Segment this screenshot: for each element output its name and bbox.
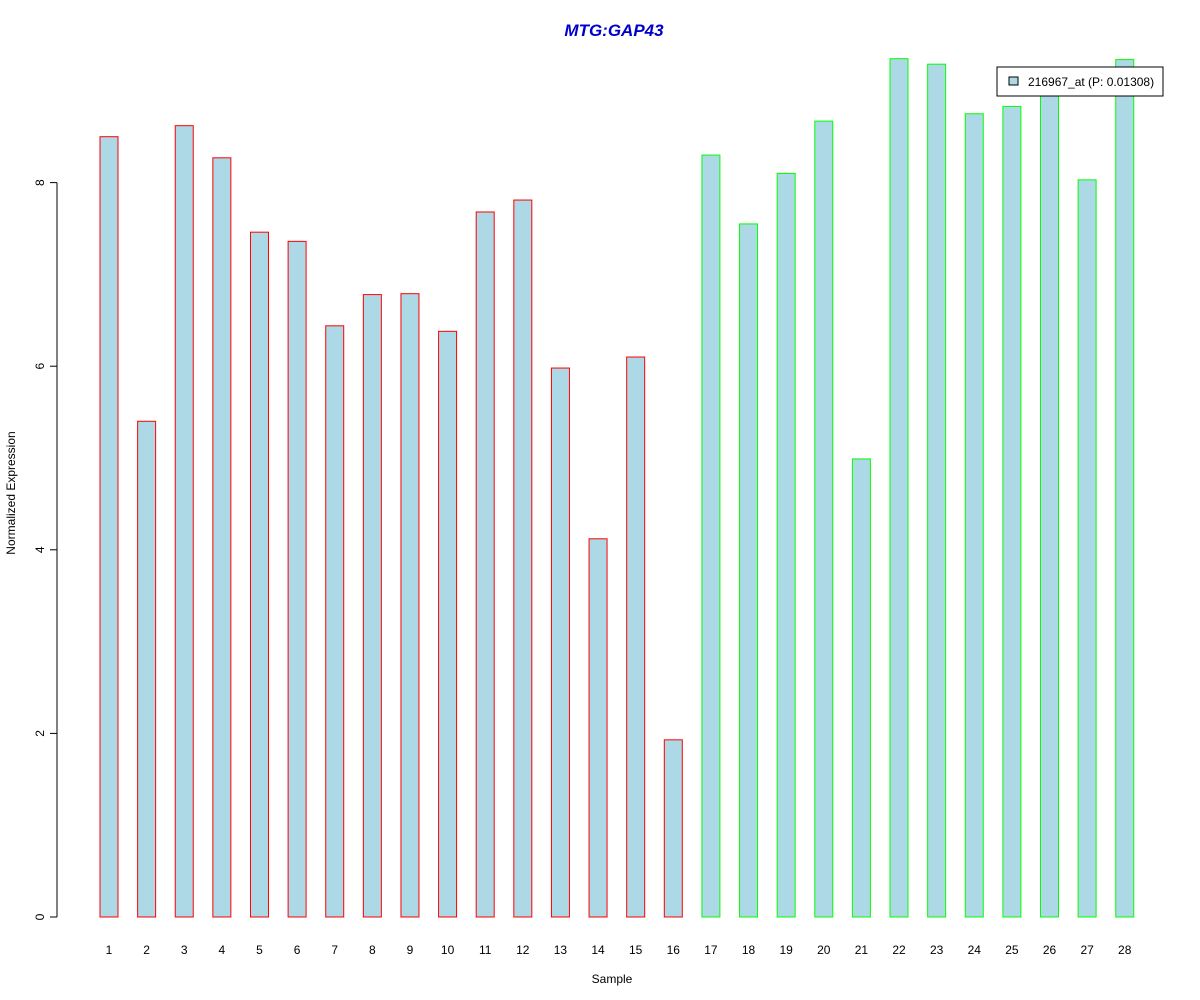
x-tick-label: 6 xyxy=(294,943,301,957)
y-tick-label: 4 xyxy=(33,546,47,553)
bar-sample-17 xyxy=(701,154,721,918)
x-tick-label: 4 xyxy=(219,943,226,957)
y-axis: 0 2 4 6 8 xyxy=(33,179,58,920)
x-tick-label: 10 xyxy=(441,943,455,957)
bar-sample-23 xyxy=(927,63,947,918)
bar-sample-10 xyxy=(438,330,458,918)
x-tick-label: 17 xyxy=(704,943,718,957)
bar-sample-15 xyxy=(626,356,646,918)
bar-sample-28 xyxy=(1115,59,1135,918)
bar-sample-1 xyxy=(99,136,119,918)
x-tick-label: 28 xyxy=(1118,943,1132,957)
bar-sample-27 xyxy=(1077,179,1097,918)
bar-sample-9 xyxy=(400,293,420,918)
x-tick-label: 1 xyxy=(106,943,113,957)
bar-sample-21 xyxy=(851,458,871,918)
x-tick-label: 9 xyxy=(407,943,414,957)
x-tick-label: 7 xyxy=(331,943,338,957)
x-tick-label: 11 xyxy=(479,943,492,957)
bar-sample-20 xyxy=(814,120,834,918)
bar-sample-7 xyxy=(325,325,345,918)
legend-label: 216967_at (P: 0.01308) xyxy=(1028,75,1154,89)
bar-sample-6 xyxy=(287,240,307,918)
x-tick-label: 12 xyxy=(516,943,530,957)
y-tick-label: 0 xyxy=(33,913,47,920)
x-tick-label: 14 xyxy=(591,943,605,957)
y-axis-label: Normalized Expression xyxy=(4,431,18,554)
bar-sample-24 xyxy=(964,113,984,918)
y-tick-label: 2 xyxy=(33,730,47,737)
x-tick-label: 15 xyxy=(629,943,643,957)
x-tick-label: 23 xyxy=(930,943,944,957)
x-tick-label: 2 xyxy=(143,943,150,957)
x-tick-label: 24 xyxy=(968,943,982,957)
bar-sample-14 xyxy=(588,538,608,918)
legend-swatch xyxy=(1008,76,1019,86)
bar-sample-4 xyxy=(212,157,232,918)
x-tick-labels: 1 2 3 4 5 6 7 8 9 10 11 12 13 14 15 16 17 18 19 20 21 22 23 24 2… xyxy=(106,943,1132,957)
y-tick-label: 6 xyxy=(33,363,47,370)
x-tick-label: 22 xyxy=(892,943,906,957)
bar-sample-3 xyxy=(174,125,194,918)
chart-title: MTG:GAP43 xyxy=(564,21,664,40)
bar-sample-8 xyxy=(362,294,382,918)
bar-sample-18 xyxy=(739,223,759,918)
x-tick-label: 16 xyxy=(667,943,681,957)
x-axis-label: Sample xyxy=(592,972,633,986)
x-tick-label: 21 xyxy=(855,943,869,957)
legend-box xyxy=(996,66,1164,97)
bar-sample-26 xyxy=(1040,92,1059,918)
y-tick-label: 8 xyxy=(33,179,47,186)
bar-sample-11 xyxy=(475,211,495,918)
x-tick-label: 5 xyxy=(256,943,263,957)
x-tick-label: 8 xyxy=(369,943,376,957)
x-tick-label: 27 xyxy=(1080,943,1094,957)
x-tick-label: 3 xyxy=(181,943,188,957)
bar-sample-2 xyxy=(137,420,157,918)
bars xyxy=(99,58,1135,918)
x-tick-label: 13 xyxy=(554,943,568,957)
bar-sample-22 xyxy=(889,58,909,918)
bar-sample-12 xyxy=(513,199,533,918)
bar-sample-5 xyxy=(249,231,269,918)
legend: 216967_at (P: 0.01308) xyxy=(996,66,1164,97)
x-tick-label: 19 xyxy=(779,943,793,957)
x-tick-label: 18 xyxy=(742,943,756,957)
x-tick-label: 26 xyxy=(1043,943,1057,957)
bar-sample-25 xyxy=(1002,105,1022,918)
bar-sample-19 xyxy=(776,172,796,918)
bar-sample-16 xyxy=(663,739,683,918)
bar-sample-13 xyxy=(550,367,570,918)
x-tick-label: 20 xyxy=(817,943,831,957)
x-tick-label: 25 xyxy=(1005,943,1019,957)
